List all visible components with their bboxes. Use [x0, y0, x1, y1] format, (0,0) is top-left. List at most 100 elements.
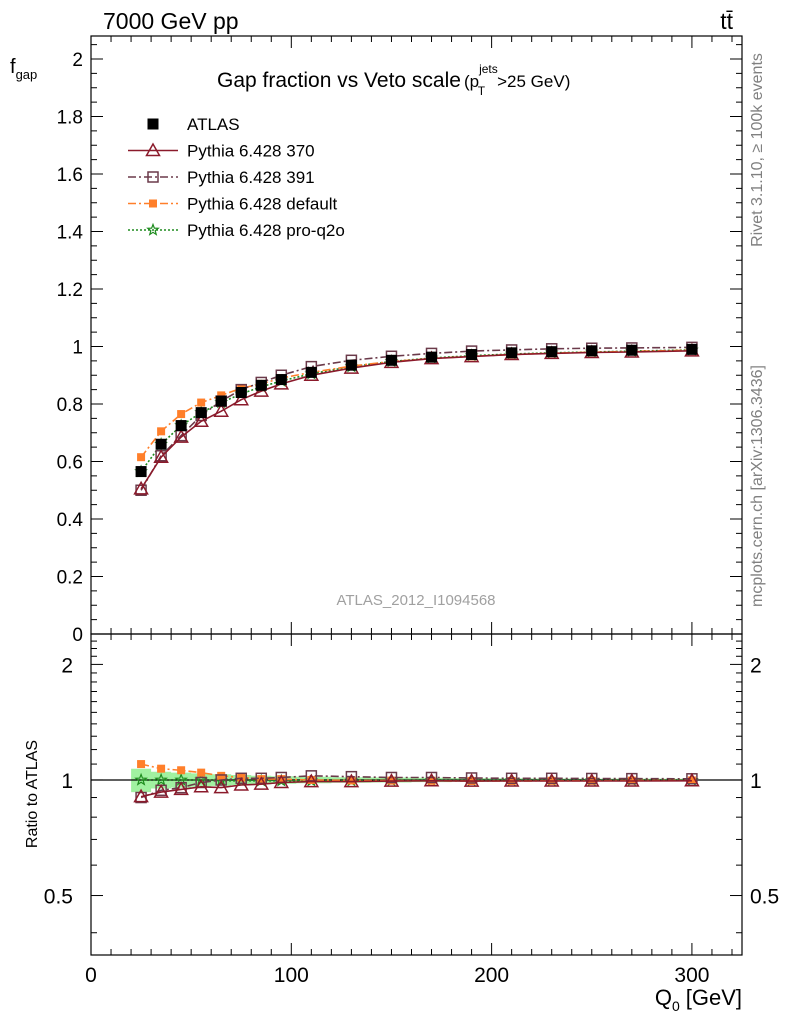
ratio-xtick-label: 300	[674, 964, 709, 987]
ratio-xlabel: Q0 [GeV]	[655, 985, 742, 1014]
data-point	[345, 359, 357, 371]
ratio-data-point	[154, 772, 168, 786]
data-point	[175, 420, 187, 432]
ratio-series-pythia-6-428-370	[133, 772, 700, 803]
data-point	[506, 347, 518, 359]
ratio-data-point	[624, 772, 640, 787]
data-point	[586, 345, 598, 357]
main-ytick-label: 1	[72, 338, 83, 359]
legend-marker	[146, 222, 160, 236]
ratio-data-point	[197, 768, 206, 777]
legend-label: Pythia 6.428 370	[187, 142, 315, 161]
ratio-xlabel-sub: 0	[672, 998, 680, 1014]
ratio-data-point	[463, 773, 480, 787]
ratio-data-point	[583, 772, 600, 787]
ratio-data-point	[193, 778, 209, 793]
ratio-data-point	[173, 781, 189, 796]
ratio-data-point	[253, 776, 270, 790]
data-point	[155, 438, 167, 450]
data-point	[153, 449, 169, 463]
legend-item: ATLAS	[147, 115, 240, 134]
ratio-ytick-label-right: 0.5	[750, 886, 779, 909]
data-point	[426, 351, 438, 363]
ratio-data-point	[217, 771, 226, 780]
main-ylabel: fgap	[10, 56, 37, 82]
ratio-ytick-label-right: 1	[750, 770, 762, 793]
data-point	[197, 398, 206, 407]
data-point	[177, 410, 186, 419]
ratio-data-point	[503, 772, 520, 787]
ratio-data-point	[157, 764, 166, 773]
chart-title: Gap fraction vs Veto scale (pjets T >25 GeV…	[217, 62, 570, 98]
ratio-series-pythia-6-428-391	[135, 770, 698, 804]
legend-marker	[149, 199, 157, 208]
chart-title-main: Gap fraction vs Veto scale	[217, 69, 461, 92]
main-ytick-label: 1.8	[57, 108, 83, 129]
ratio-xtick-label: 0	[85, 964, 97, 987]
ratio-series-line	[140, 774, 692, 799]
ratio-data-point	[347, 776, 356, 785]
ratio-data-point	[273, 774, 290, 789]
ratio-data-point	[233, 777, 250, 791]
data-point	[235, 387, 247, 398]
ratio-data-point	[137, 760, 146, 769]
data-point	[626, 344, 638, 356]
data-point	[275, 374, 287, 386]
ratio-data-point	[255, 772, 268, 785]
legend-label: Pythia 6.428 pro-q2o	[187, 221, 345, 240]
ratio-data-point	[425, 771, 438, 784]
data-point	[466, 349, 478, 361]
legend-label: ATLAS	[187, 115, 240, 134]
legend-item: Pythia 6.428 370	[128, 142, 315, 161]
ratio-data-point	[383, 773, 400, 787]
analysis-id: ATLAS_2012_I1094568	[336, 592, 495, 609]
data-point	[546, 346, 558, 358]
legend-item: Pythia 6.428 391	[128, 168, 315, 187]
ratio-data-point	[343, 773, 360, 788]
ratio-ylabel: Ratio to ATLAS	[24, 740, 41, 848]
ratio-data-point	[465, 772, 478, 784]
legend-marker	[147, 171, 159, 183]
ratio-data-point	[133, 788, 149, 803]
data-point	[173, 429, 189, 443]
data-point	[213, 403, 229, 417]
chart-title-sub: T	[478, 84, 486, 98]
mcplots-label: mcplots.cern.ch [arXiv:1306.3436]	[749, 365, 766, 607]
ratio-ytick-label: 1	[61, 770, 73, 793]
ratio-data-point	[177, 766, 186, 775]
ratio-ytick-label-right: 2	[750, 654, 762, 677]
ratio-xtick-label: 200	[474, 964, 509, 987]
data-point	[385, 354, 397, 366]
ratio-data-point	[213, 779, 229, 794]
main-ytick-label: 2	[72, 50, 83, 71]
main-ytick-label: 1.6	[57, 165, 83, 186]
main-ytick-label: 0	[72, 625, 83, 646]
ratio-ytick-label: 2	[61, 654, 73, 677]
ratio-data-point	[235, 772, 247, 785]
legend-marker	[145, 142, 161, 157]
ratio-series	[133, 760, 700, 804]
ratio-data-point	[303, 773, 320, 788]
data-point	[135, 466, 147, 478]
ratio-xlabel-main: Q	[655, 985, 672, 1010]
legend-marker	[147, 118, 159, 130]
ratio-data-point	[153, 784, 169, 798]
data-point	[215, 395, 227, 407]
ratio-data-point	[543, 772, 560, 787]
main-ytick-label: 0.8	[57, 395, 83, 416]
chart-title-sup: jets	[478, 62, 498, 76]
header-left: 7000 GeV pp	[103, 8, 239, 34]
data-point	[137, 453, 146, 462]
header-right: tt̄	[720, 8, 733, 34]
data-point	[133, 480, 149, 495]
data-point	[686, 343, 698, 355]
series-pythia-6-428-pro-q2o	[134, 342, 699, 478]
ratio-data-point	[684, 772, 700, 787]
ratio-xtick-label: 100	[274, 964, 309, 987]
main-ytick-label: 0.2	[57, 568, 83, 589]
main-series	[133, 341, 700, 496]
chart-title-close: >25 GeV)	[497, 72, 570, 91]
main-ytick-label: 1.2	[57, 280, 83, 301]
data-point	[193, 413, 209, 427]
